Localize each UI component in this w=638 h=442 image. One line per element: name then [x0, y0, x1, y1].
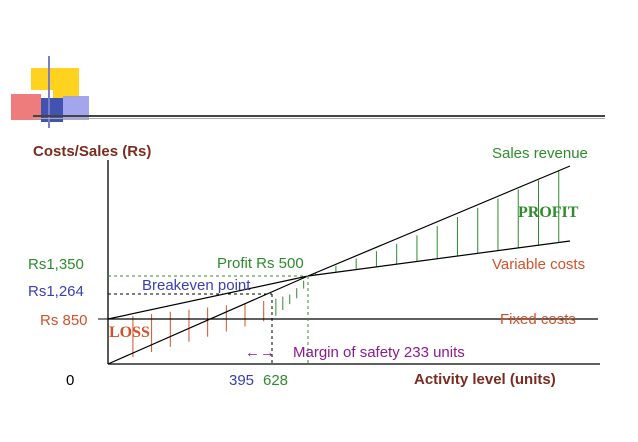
deco-square-yellow-large [53, 68, 79, 98]
margin-of-safety-arrow: ←→ [245, 344, 275, 361]
y-axis-title: Costs/Sales (Rs) [33, 143, 152, 160]
y-tick-1264: Rs1,264 [28, 283, 84, 300]
series-label-variable-costs: Variable costs [492, 256, 586, 273]
x-tick-628: 628 [263, 372, 289, 389]
deco-square-yellow [31, 68, 53, 90]
profit-amount-label: Profit Rs 500 [217, 255, 304, 272]
deco-horizontal-rule [33, 115, 605, 117]
y-tick-1350: Rs1,350 [28, 256, 84, 273]
series-label-sales-revenue: Sales revenue [492, 145, 588, 162]
y-tick-850: Rs 850 [40, 312, 88, 329]
x-axis-title: Activity level (units) [414, 371, 556, 388]
profit-zone-label: PROFIT [518, 204, 579, 221]
loss-zone-label: LOSS [109, 324, 150, 341]
breakeven-point-label: Breakeven point [142, 277, 251, 294]
deco-horizontal-rule-shadow [33, 118, 605, 119]
x-tick-0: 0 [66, 372, 75, 389]
series-label-fixed-costs: Fixed costs [500, 311, 576, 328]
x-tick-395: 395 [229, 372, 255, 389]
margin-of-safety-label: Margin of safety 233 units [293, 344, 465, 361]
deco-vertical-line [48, 56, 50, 128]
